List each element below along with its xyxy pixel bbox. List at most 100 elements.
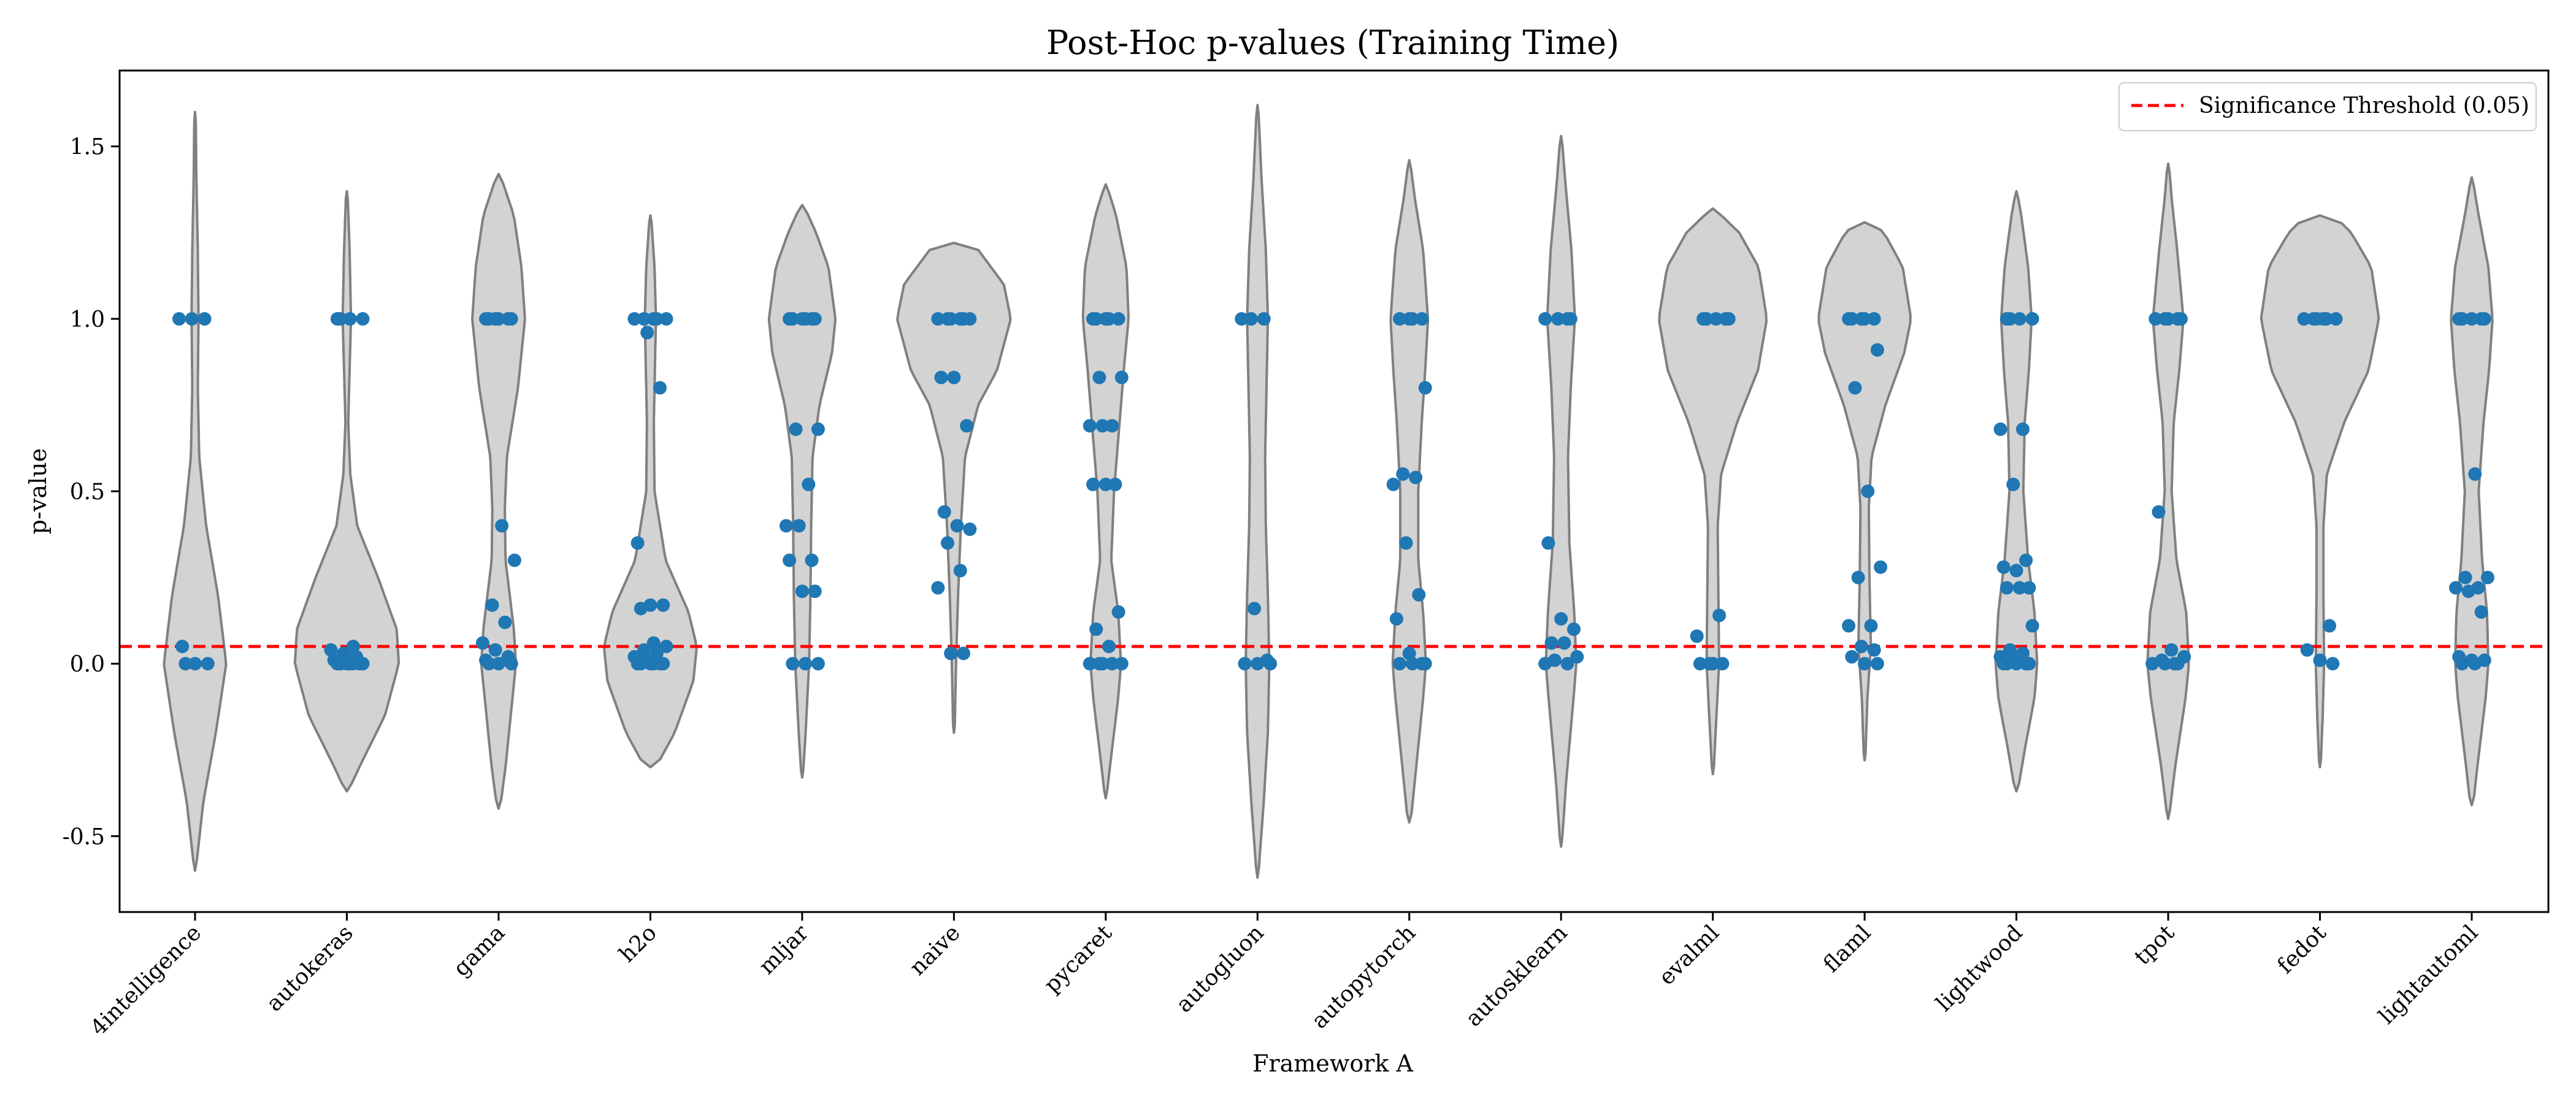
- data-point-mljar: [786, 312, 800, 326]
- data-point-autokeras: [356, 312, 370, 326]
- x-tick-label-evalml: evalml: [1654, 920, 1724, 990]
- data-point-gama: [495, 519, 509, 533]
- data-point-pycaret: [1105, 419, 1119, 433]
- data-point-naive: [950, 519, 964, 533]
- data-point-autopytorch: [1386, 477, 1400, 491]
- data-point-fedot: [2326, 657, 2340, 671]
- data-point-lightwood: [2025, 312, 2039, 326]
- data-point-h2o: [656, 657, 670, 671]
- x-tick-label-mljar: mljar: [754, 920, 814, 979]
- data-point-lightwood: [2006, 477, 2020, 491]
- data-point-fedot: [2300, 643, 2314, 657]
- data-point-4intelligence: [188, 657, 202, 671]
- data-point-autogluon: [1251, 657, 1265, 671]
- data-point-4intelligence: [175, 640, 190, 653]
- data-point-mljar: [783, 553, 797, 567]
- data-point-evalml: [1712, 608, 1727, 623]
- data-point-fedot: [2313, 653, 2327, 667]
- data-point-mljar: [779, 519, 793, 533]
- data-point-autokeras: [337, 646, 351, 661]
- data-point-fedot: [2319, 312, 2333, 326]
- data-point-pycaret: [1111, 605, 1125, 619]
- violin-h2o: [603, 214, 698, 769]
- data-point-tpot: [2152, 505, 2166, 519]
- data-point-h2o: [646, 657, 661, 671]
- y-tick-label: 0.0: [70, 652, 105, 677]
- violin-lightautoml: [2450, 176, 2494, 807]
- x-tick-label-gama: gama: [449, 920, 510, 981]
- data-point-gama: [482, 657, 496, 671]
- data-point-pycaret: [1095, 657, 1110, 671]
- data-point-flaml: [1851, 570, 1865, 585]
- violin-lightwood: [1994, 190, 2039, 793]
- data-point-tpot: [2174, 312, 2188, 326]
- data-point-fedot: [2297, 312, 2311, 326]
- plot-frame: [118, 69, 2550, 913]
- data-point-autopytorch: [1396, 467, 1410, 481]
- data-point-fedot: [2323, 619, 2337, 633]
- data-point-autokeras: [334, 657, 348, 671]
- data-point-lightautoml: [2468, 467, 2482, 481]
- data-point-autosklearn: [1551, 312, 1565, 326]
- data-point-mljar: [789, 422, 803, 436]
- data-point-autogluon: [1248, 602, 1262, 616]
- data-point-naive: [931, 312, 945, 326]
- data-point-evalml: [1700, 312, 1714, 326]
- violin-autosklearn: [1544, 134, 1577, 848]
- data-point-mljar: [802, 477, 816, 491]
- violin-autopytorch: [1389, 159, 1430, 824]
- x-tick-label-fedot: fedot: [2273, 920, 2332, 979]
- data-point-gama: [504, 657, 518, 671]
- data-point-autosklearn: [1541, 536, 1555, 550]
- data-point-h2o: [659, 312, 673, 326]
- plot-area: [120, 104, 2548, 879]
- violin-tpot: [2146, 162, 2190, 821]
- y-axis: -0.5 0.0 0.5 1.0 1.5: [63, 135, 120, 849]
- data-point-gama: [475, 636, 489, 650]
- data-point-4intelligence: [185, 312, 199, 326]
- violin-mljar: [767, 204, 837, 779]
- data-point-naive: [944, 312, 958, 326]
- data-point-h2o: [653, 381, 667, 395]
- x-tick-label-pycaret: pycaret: [1040, 920, 1117, 998]
- data-point-tpot: [2158, 657, 2172, 671]
- data-point-pycaret: [1114, 370, 1129, 385]
- data-point-mljar: [799, 657, 813, 671]
- data-point-pycaret: [1102, 640, 1116, 653]
- data-point-pycaret: [1086, 477, 1100, 491]
- data-point-autogluon: [1244, 312, 1258, 326]
- data-point-gama: [498, 615, 512, 629]
- data-point-lightwood: [1996, 560, 2011, 574]
- data-point-flaml: [1870, 657, 1884, 671]
- data-point-naive: [956, 646, 970, 661]
- data-point-autosklearn: [1538, 312, 1552, 326]
- data-point-h2o: [650, 646, 664, 661]
- data-point-autopytorch: [1418, 657, 1432, 671]
- data-point-h2o: [646, 636, 661, 650]
- data-point-lightwood: [2012, 312, 2026, 326]
- data-point-naive: [953, 564, 967, 578]
- data-point-autosklearn: [1538, 657, 1552, 671]
- data-point-4intelligence: [178, 657, 193, 671]
- data-point-h2o: [631, 536, 645, 550]
- data-point-flaml: [1874, 560, 1888, 574]
- data-point-autosklearn: [1554, 612, 1568, 626]
- data-point-pycaret: [1098, 477, 1113, 491]
- data-point-evalml: [1706, 657, 1720, 671]
- data-point-fedot: [2329, 312, 2343, 326]
- data-point-h2o: [637, 312, 651, 326]
- legend-threshold-label: Significance Threshold (0.05): [2199, 93, 2529, 118]
- data-point-flaml: [1848, 381, 1862, 395]
- y-tick-label: -0.5: [63, 824, 105, 849]
- data-point-h2o: [650, 312, 664, 326]
- data-point-lightautoml: [2455, 312, 2469, 326]
- data-point-lightwood: [1993, 422, 2007, 436]
- data-point-evalml: [1715, 657, 1730, 671]
- data-point-autokeras: [356, 657, 370, 671]
- data-point-autopytorch: [1415, 312, 1429, 326]
- data-point-lightautoml: [2461, 585, 2475, 599]
- data-point-mljar: [786, 657, 800, 671]
- x-tick-label-lightwood: lightwood: [1931, 920, 2028, 1016]
- data-point-autokeras: [346, 657, 360, 671]
